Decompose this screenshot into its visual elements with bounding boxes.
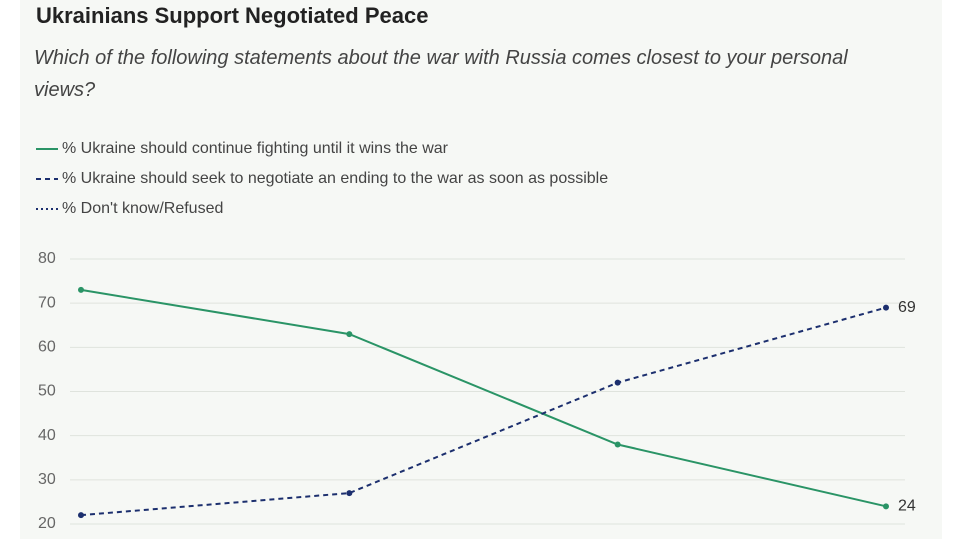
data-point (614, 379, 621, 386)
chart-title: Ukrainians Support Negotiated Peace (36, 3, 428, 28)
data-point (883, 304, 889, 311)
y-tick-label: 50 (38, 383, 56, 400)
data-point (883, 503, 889, 510)
data-point (614, 441, 621, 448)
data-point (78, 512, 84, 519)
series-line (80, 288, 887, 508)
end-label: 24 (898, 498, 916, 515)
data-point (346, 490, 353, 497)
legend-label: % Ukraine should continue fighting until… (62, 140, 449, 157)
data-point (78, 286, 84, 293)
card (20, 0, 942, 539)
legend-label: % Don't know/Refused (62, 200, 223, 217)
y-tick-label: 40 (38, 427, 56, 444)
legend-label: % Ukraine should seek to negotiate an en… (62, 170, 608, 187)
y-tick-label: 60 (38, 339, 56, 356)
end-label: 69 (898, 299, 916, 316)
y-tick-label: 70 (38, 294, 56, 311)
series-line (80, 306, 887, 517)
y-tick-label: 20 (38, 515, 56, 532)
data-point (346, 331, 353, 338)
y-tick-label: 80 (38, 250, 56, 267)
subtitle-box: Which of the following statements about … (34, 47, 848, 101)
chart-subtitle: Which of the following statements about … (34, 47, 848, 101)
y-tick-label: 30 (38, 471, 56, 488)
